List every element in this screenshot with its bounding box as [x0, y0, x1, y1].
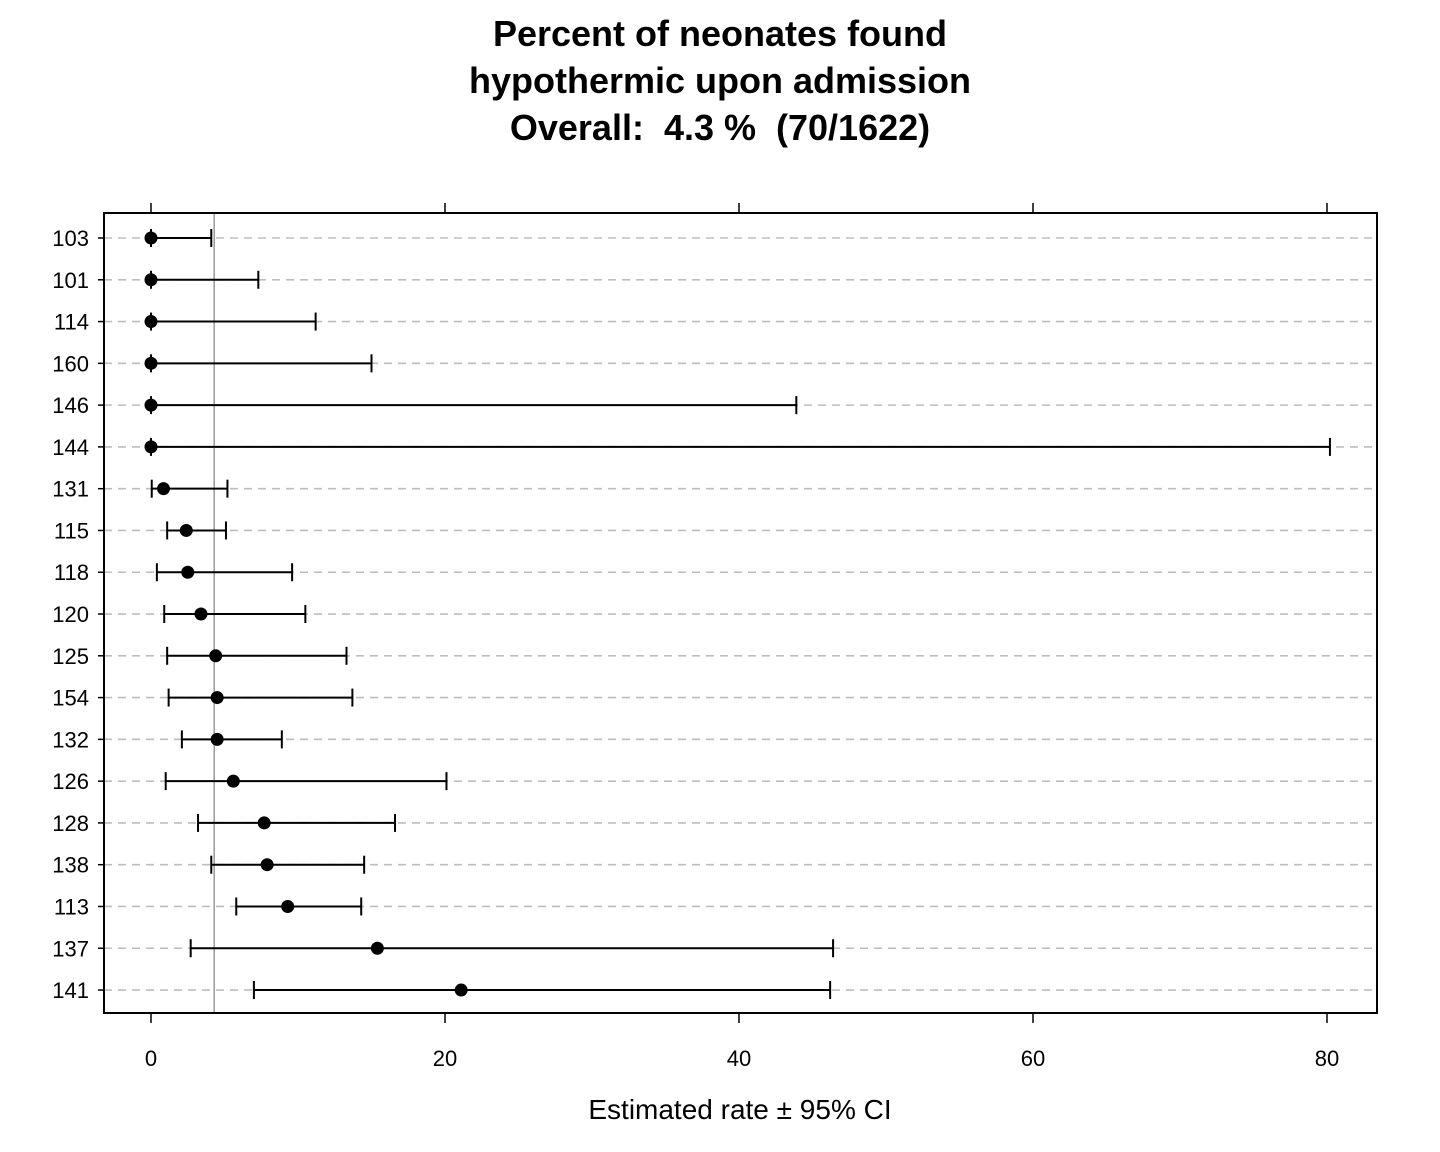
y-tick-label-125: 125	[52, 644, 89, 669]
y-tick-label-118: 118	[54, 560, 89, 585]
axes: 103 101 114 160 146 144 131 115 118 120 125 154 132 1…	[52, 203, 1339, 1071]
y-tick-label-120: 120	[52, 602, 89, 627]
x-axis-label: Estimated rate ± 95% CI	[588, 1094, 891, 1125]
estimate-point-103	[144, 231, 158, 245]
y-tick-label-144: 144	[52, 435, 89, 460]
y-tick-label-141: 141	[52, 978, 89, 1003]
estimate-point-132	[210, 732, 224, 746]
estimate-point-137	[370, 941, 384, 955]
y-tick-label-154: 154	[52, 686, 89, 711]
y-tick-label-113: 113	[54, 894, 89, 919]
y-tick-label-101: 101	[52, 268, 89, 293]
estimate-point-144	[144, 440, 158, 454]
chart-title: Percent of neonates found hypothermic up…	[0, 10, 1440, 151]
estimate-point-131	[156, 482, 170, 496]
y-tick-label-146: 146	[52, 393, 89, 418]
title-line-2: hypothermic upon admission	[468, 60, 972, 101]
estimate-point-138	[260, 858, 274, 872]
estimate-point-101	[144, 273, 158, 287]
estimate-point-126	[226, 774, 240, 788]
x-tick-label-60: 60	[1021, 1046, 1045, 1071]
x-tick-label-0: 0	[145, 1046, 157, 1071]
estimate-point-118	[181, 565, 195, 579]
estimate-point-120	[194, 607, 208, 621]
y-tick-label-132: 132	[52, 727, 89, 752]
title-line-3: Overall: 4.3 % (70/1622)	[509, 107, 931, 148]
y-tick-label-138: 138	[52, 853, 89, 878]
x-tick-label-20: 20	[433, 1046, 457, 1071]
estimate-point-113	[281, 899, 295, 913]
estimate-point-146	[144, 398, 158, 412]
plot-frame	[103, 212, 1378, 1014]
estimate-point-115	[179, 523, 193, 537]
y-tick-label-126: 126	[52, 769, 89, 794]
y-tick-label-128: 128	[52, 811, 89, 836]
estimate-points	[144, 231, 468, 997]
estimate-point-141	[454, 983, 468, 997]
x-tick-label-80: 80	[1315, 1046, 1339, 1071]
y-tick-label-115: 115	[54, 518, 89, 543]
estimate-point-160	[144, 356, 158, 370]
y-tick-label-137: 137	[52, 936, 89, 961]
estimate-point-154	[210, 691, 224, 705]
estimate-point-125	[209, 649, 223, 663]
y-tick-label-114: 114	[54, 310, 89, 335]
estimate-point-114	[144, 315, 158, 329]
y-tick-label-131: 131	[52, 477, 89, 502]
estimate-point-128	[257, 816, 271, 830]
x-tick-label-40: 40	[727, 1046, 751, 1071]
title-line-1: Percent of neonates found	[492, 13, 948, 54]
confidence-intervals	[150, 229, 1331, 1000]
y-tick-label-160: 160	[52, 351, 89, 376]
y-tick-label-103: 103	[52, 226, 89, 251]
